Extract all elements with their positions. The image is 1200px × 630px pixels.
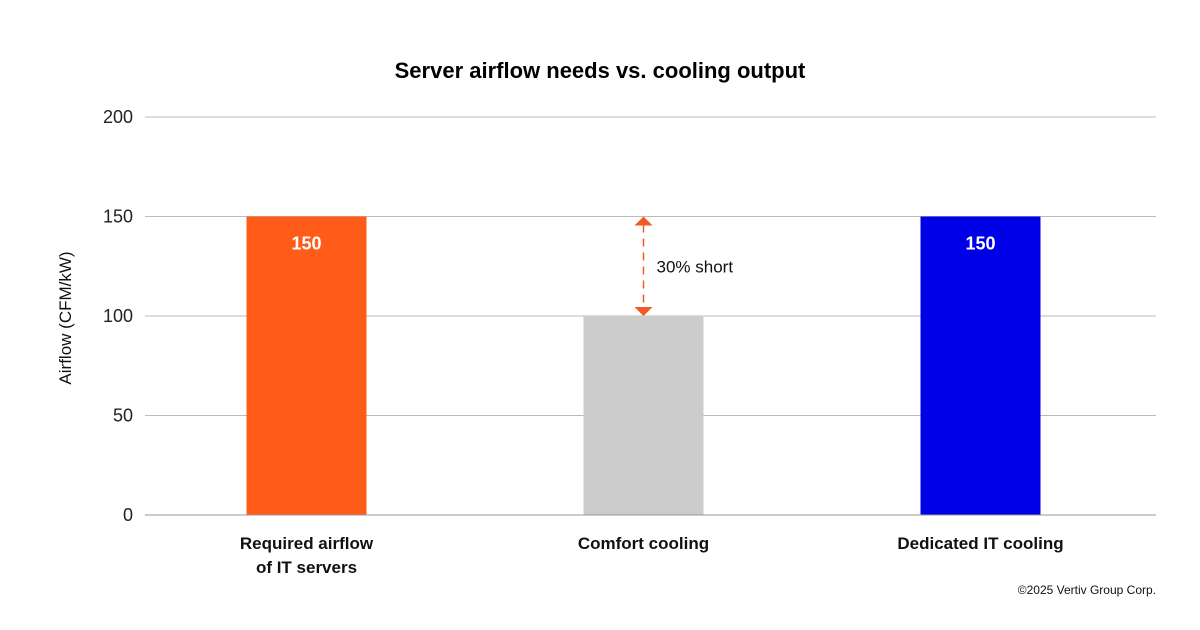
arrow-up-icon (634, 216, 653, 226)
category-label: Required airflow (240, 534, 374, 553)
y-tick-label: 0 (123, 505, 133, 525)
bar (920, 216, 1041, 515)
y-tick-label: 100 (103, 306, 133, 326)
bar-value-label: 150 (291, 234, 321, 254)
chart-title: Server airflow needs vs. cooling output (395, 58, 806, 83)
bar-value-label: 150 (965, 234, 995, 254)
category-label: Dedicated IT cooling (897, 534, 1063, 553)
copyright-text: ©2025 Vertiv Group Corp. (1018, 583, 1156, 597)
category-labels: Required airflow of IT servers Comfort coo… (240, 534, 1064, 577)
y-tick-labels: 0 50 100 150 200 (103, 107, 133, 525)
y-tick-label: 50 (113, 406, 133, 426)
bar (583, 316, 704, 515)
y-axis-title: Airflow (CFM/kW) (56, 251, 75, 384)
arrow-down-icon (634, 307, 653, 316)
annotation-label: 30% short (657, 257, 734, 276)
y-tick-label: 200 (103, 107, 133, 127)
shortfall-annotation: 30% short (634, 216, 734, 316)
bar (246, 216, 367, 515)
category-label: Comfort cooling (578, 534, 709, 553)
category-label: of IT servers (256, 558, 357, 577)
bars (246, 216, 1041, 515)
bar-value-labels: 150 150 (291, 234, 995, 254)
y-tick-label: 150 (103, 207, 133, 227)
